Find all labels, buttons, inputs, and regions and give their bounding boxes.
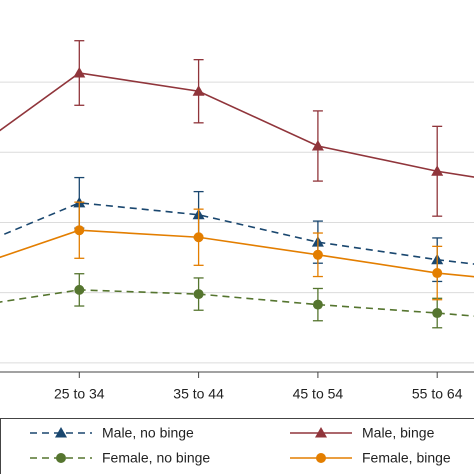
marker — [315, 427, 327, 438]
series-line — [0, 72, 474, 178]
marker — [74, 284, 85, 295]
legend-label: Female, binge — [362, 450, 451, 466]
plot-area — [0, 40, 474, 329]
series-line — [0, 229, 474, 278]
marker — [193, 232, 204, 243]
legend-box — [0, 418, 474, 474]
legend: Male, no binge Male, binge Female, no bing… — [30, 425, 451, 466]
legend-label: Male, binge — [362, 425, 435, 441]
marker — [55, 427, 67, 438]
x-tick-label: 55 to 64 — [412, 386, 463, 402]
x-axis: 25 to 34 35 to 44 45 to 54 55 to 64 — [0, 371, 474, 402]
marker — [312, 299, 323, 310]
legend-label: Male, no binge — [102, 425, 194, 441]
marker — [193, 289, 204, 300]
x-tick-label: 25 to 34 — [54, 386, 105, 402]
marker — [311, 139, 324, 151]
series-line — [0, 202, 474, 265]
legend-label: Female, no binge — [102, 450, 210, 466]
marker — [56, 453, 66, 463]
grid — [0, 81, 474, 364]
x-tick-label: 35 to 44 — [173, 386, 224, 402]
series-line — [0, 289, 474, 317]
x-tick-label: 45 to 54 — [293, 386, 344, 402]
marker — [73, 66, 86, 78]
marker — [192, 85, 205, 96]
marker — [432, 308, 443, 319]
marker — [74, 225, 85, 236]
marker — [432, 268, 443, 279]
marker — [312, 249, 323, 260]
marker — [316, 453, 326, 463]
marker — [431, 165, 444, 176]
